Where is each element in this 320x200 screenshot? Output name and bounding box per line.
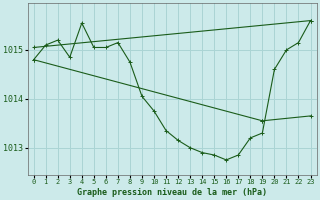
X-axis label: Graphe pression niveau de la mer (hPa): Graphe pression niveau de la mer (hPa) — [77, 188, 267, 197]
